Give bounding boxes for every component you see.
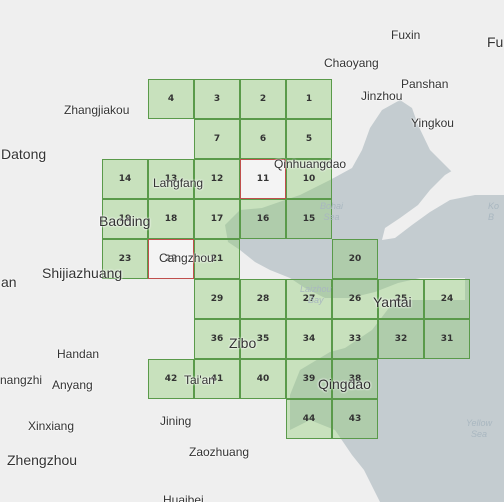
grid-tile-3[interactable]: 3 [194, 79, 240, 119]
grid-tile-6[interactable]: 6 [240, 119, 286, 159]
grid-tile-16[interactable]: 16 [240, 199, 286, 239]
grid-tile-33[interactable]: 33 [332, 319, 378, 359]
grid-tile-44[interactable]: 44 [286, 399, 332, 439]
grid-tile-12[interactable]: 12 [194, 159, 240, 199]
grid-tile-4[interactable]: 4 [148, 79, 194, 119]
grid-tile-1[interactable]: 1 [286, 79, 332, 119]
grid-tile-7[interactable]: 7 [194, 119, 240, 159]
grid-tile-22[interactable]: 22 [148, 239, 194, 279]
grid-tile-24[interactable]: 24 [424, 279, 470, 319]
grid-tile-39[interactable]: 39 [286, 359, 332, 399]
grid-tile-29[interactable]: 29 [194, 279, 240, 319]
grid-tile-36[interactable]: 36 [194, 319, 240, 359]
grid-tile-32[interactable]: 32 [378, 319, 424, 359]
grid-tile-26[interactable]: 26 [332, 279, 378, 319]
grid-tile-23[interactable]: 23 [102, 239, 148, 279]
grid-tile-25[interactable]: 25 [378, 279, 424, 319]
grid-tile-34[interactable]: 34 [286, 319, 332, 359]
grid-tile-19[interactable]: 19 [102, 199, 148, 239]
grid-tile-10[interactable]: 10 [286, 159, 332, 199]
grid-tile-5[interactable]: 5 [286, 119, 332, 159]
grid-tile-18[interactable]: 18 [148, 199, 194, 239]
grid-tile-41[interactable]: 41 [194, 359, 240, 399]
grid-tile-20[interactable]: 20 [332, 239, 378, 279]
grid-tile-15[interactable]: 15 [286, 199, 332, 239]
grid-tile-21[interactable]: 21 [194, 239, 240, 279]
grid-tile-28[interactable]: 28 [240, 279, 286, 319]
grid-tile-35[interactable]: 35 [240, 319, 286, 359]
grid-tile-14[interactable]: 14 [102, 159, 148, 199]
grid-tile-17[interactable]: 17 [194, 199, 240, 239]
grid-tile-40[interactable]: 40 [240, 359, 286, 399]
grid-tile-11[interactable]: 11 [240, 159, 286, 199]
liaodong-peninsula [382, 150, 504, 240]
grid-tile-31[interactable]: 31 [424, 319, 470, 359]
grid-tile-42[interactable]: 42 [148, 359, 194, 399]
grid-tile-13[interactable]: 13 [148, 159, 194, 199]
grid-tile-38[interactable]: 38 [332, 359, 378, 399]
grid-tile-27[interactable]: 27 [286, 279, 332, 319]
grid-tile-43[interactable]: 43 [332, 399, 378, 439]
grid-tile-2[interactable]: 2 [240, 79, 286, 119]
